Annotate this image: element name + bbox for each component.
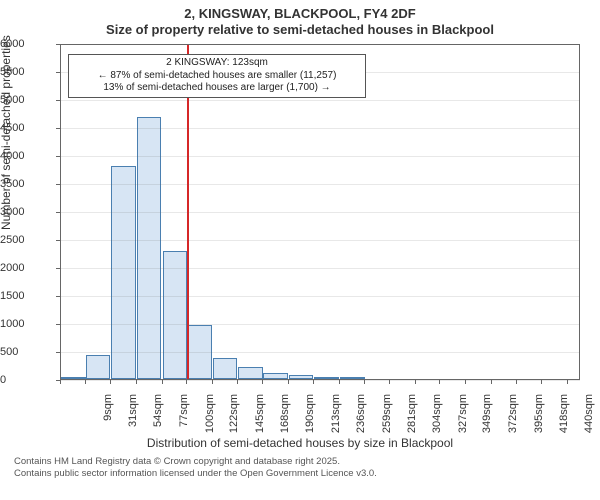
- footer-line1: Contains HM Land Registry data © Crown c…: [14, 456, 340, 467]
- histogram-bar: [238, 367, 263, 379]
- y-tick-label: 1500: [0, 290, 54, 302]
- annotation-box: 2 KINGSWAY: 123sqm ← 87% of semi-detache…: [68, 54, 366, 98]
- histogram-bar: [213, 358, 238, 379]
- annotation-line1: 2 KINGSWAY: 123sqm: [73, 57, 361, 70]
- gridline: [60, 44, 580, 45]
- histogram-bar: [340, 377, 365, 379]
- footer-line2: Contains public sector information licen…: [14, 468, 377, 479]
- property-size-histogram: 2, KINGSWAY, BLACKPOOL, FY4 2DF Size of …: [0, 0, 600, 500]
- gridline: [60, 324, 580, 325]
- y-tick-label: 2500: [0, 234, 54, 246]
- gridline: [60, 296, 580, 297]
- y-tick-label: 500: [0, 346, 54, 358]
- y-tick-label: 3500: [0, 178, 54, 190]
- x-axis-label: Distribution of semi-detached houses by …: [0, 436, 600, 450]
- y-tick-label: 6000: [0, 38, 54, 50]
- gridline: [60, 380, 580, 381]
- gridline: [60, 352, 580, 353]
- histogram-bar: [61, 377, 86, 379]
- gridline: [60, 268, 580, 269]
- chart-title-line1: 2, KINGSWAY, BLACKPOOL, FY4 2DF: [0, 6, 600, 21]
- histogram-bar: [263, 373, 288, 379]
- y-tick-label: 3000: [0, 206, 54, 218]
- y-tick-label: 4000: [0, 150, 54, 162]
- chart-title-line2: Size of property relative to semi-detach…: [0, 22, 600, 37]
- gridline: [60, 240, 580, 241]
- histogram-bar: [111, 166, 136, 379]
- y-tick-label: 0: [0, 374, 54, 386]
- gridline: [60, 184, 580, 185]
- y-tick-label: 5500: [0, 66, 54, 78]
- histogram-bar: [289, 375, 314, 379]
- y-tick-label: 2000: [0, 262, 54, 274]
- histogram-bar: [86, 355, 111, 379]
- gridline: [60, 128, 580, 129]
- y-tick-label: 5000: [0, 94, 54, 106]
- gridline: [60, 100, 580, 101]
- histogram-bar: [163, 251, 188, 379]
- annotation-line3: 13% of semi-detached houses are larger (…: [73, 82, 361, 95]
- gridline: [60, 156, 580, 157]
- y-tick-label: 1000: [0, 318, 54, 330]
- y-tick-label: 4500: [0, 122, 54, 134]
- gridline: [60, 212, 580, 213]
- histogram-bar: [314, 377, 339, 379]
- annotation-line2: ← 87% of semi-detached houses are smalle…: [73, 70, 361, 83]
